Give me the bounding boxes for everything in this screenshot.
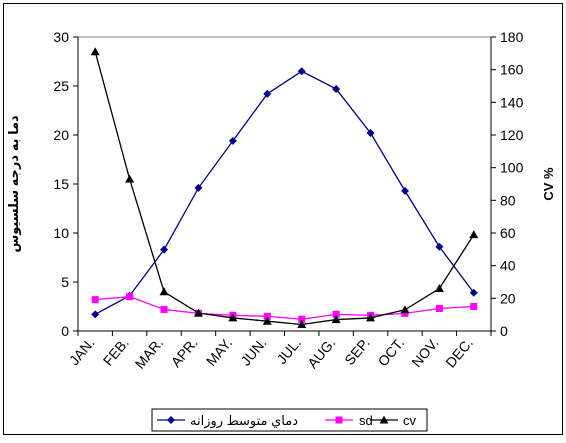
data-point [297, 319, 307, 328]
y2-tick-label: 100 [500, 160, 524, 176]
y2-tick-label: 40 [500, 258, 516, 274]
legend-box [151, 408, 428, 432]
legend-label: دماي متوسط روزانه [190, 413, 298, 429]
y2-tick-label: 140 [500, 94, 524, 110]
y2-tick-label: 0 [500, 323, 508, 339]
data-point [160, 305, 168, 313]
series-3 [90, 47, 479, 328]
data-point [194, 183, 203, 192]
data-point [263, 312, 271, 320]
y2-tick-label: 20 [500, 290, 516, 306]
data-point [297, 67, 306, 76]
data-point [228, 313, 238, 322]
data-point [401, 309, 409, 317]
legend-item [370, 415, 398, 424]
data-point [91, 310, 100, 319]
y-tick-label: 30 [53, 29, 69, 45]
legend-item [325, 416, 353, 424]
data-point [434, 284, 444, 293]
legend-marker [379, 415, 389, 424]
data-point [366, 129, 375, 138]
data-point [332, 84, 341, 93]
data-point [160, 245, 169, 254]
data-point [469, 288, 478, 297]
legend: دماي متوسط روزانه sd cv [151, 408, 428, 432]
data-point [91, 296, 99, 304]
data-point [263, 89, 272, 98]
data-point [159, 287, 169, 296]
legend-label: sd [359, 413, 373, 428]
legend-marker [167, 416, 175, 424]
data-point [470, 303, 478, 310]
y-tick-label: 5 [61, 274, 69, 290]
data-point [125, 174, 135, 183]
series-line [94, 70, 475, 315]
legend-label: cv [403, 413, 417, 428]
data-point [126, 293, 134, 301]
data-point [469, 230, 479, 239]
data-point [400, 305, 410, 314]
data-point [366, 313, 376, 322]
data-point [332, 310, 340, 318]
data-point [298, 315, 306, 323]
y-axis-title: دما به درجه سلسیوس [6, 115, 21, 253]
chart-border [3, 3, 563, 435]
y-tick-label: 15 [53, 176, 69, 192]
y2-axis-title: CV % [541, 167, 556, 201]
y2-tick-label: 80 [500, 192, 516, 208]
data-point [331, 315, 341, 324]
series-line [94, 51, 475, 326]
y-tick-label: 0 [61, 323, 69, 339]
y2-tick-label: 160 [500, 62, 524, 78]
data-point [228, 136, 237, 145]
data-point [90, 47, 100, 56]
data-point [400, 186, 409, 195]
data-point [435, 304, 443, 312]
y-tick-label: 10 [53, 225, 69, 241]
y2-tick-label: 120 [500, 127, 524, 143]
y2-tick-label: 180 [500, 29, 524, 45]
series-line [95, 296, 474, 320]
series-group [90, 47, 479, 328]
data-point [262, 316, 272, 325]
y2-tick-label: 60 [500, 225, 516, 241]
data-point [193, 308, 203, 317]
y-tick-label: 20 [53, 127, 69, 143]
legend-marker [335, 416, 343, 424]
legend-item [157, 416, 185, 424]
y-tick-label: 25 [53, 78, 69, 94]
data-point [435, 242, 444, 251]
